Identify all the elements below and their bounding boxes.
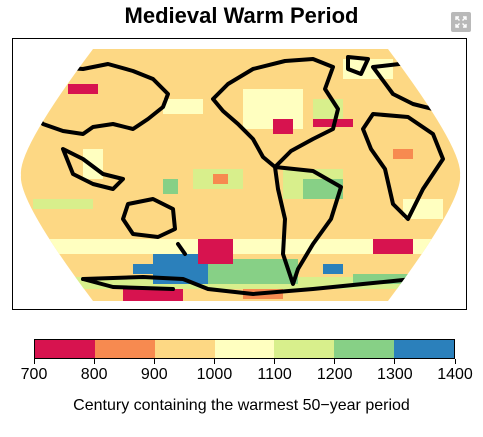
coast-australia <box>121 197 177 239</box>
coast-greenland <box>346 55 370 76</box>
colorbar-bin-1000-1100 <box>214 340 275 358</box>
tick-label-1200: 1200 <box>316 366 353 383</box>
tick-label-1100: 1100 <box>257 366 292 383</box>
coast-se-asia <box>61 147 125 191</box>
tick-label-1000: 1000 <box>196 366 233 383</box>
coast-south-america <box>273 165 343 286</box>
tick-label-1400: 1400 <box>437 366 473 383</box>
tick-mark-1300 <box>394 359 396 364</box>
tick-label-900: 900 <box>140 366 168 383</box>
tick-mark-700 <box>33 359 35 364</box>
colorbar <box>34 339 455 359</box>
colorbar-bin-900-1000 <box>154 340 215 358</box>
colorbar-ticks: 700 800 900 1000 1100 1200 1300 1400 <box>0 366 483 388</box>
tick-mark-1000 <box>213 359 215 364</box>
colorbar-bin-800-900 <box>94 340 155 358</box>
colorbar-bin-1200-1300 <box>334 340 395 358</box>
tick-label-1300: 1300 <box>377 366 413 383</box>
colorbar-bin-1300-1400 <box>394 340 455 358</box>
tick-label-800: 800 <box>80 366 108 383</box>
tick-mark-1200 <box>334 359 336 364</box>
coast-africa <box>361 112 445 221</box>
map-title: Medieval Warm Period <box>124 3 359 28</box>
colorbar-bin-700-800 <box>35 340 95 358</box>
colorbar-bin-1100-1200 <box>274 340 335 358</box>
tick-mark-900 <box>153 359 155 364</box>
tick-mark-1400 <box>454 359 456 364</box>
coast-antarctica <box>81 269 415 296</box>
tick-mark-800 <box>93 359 95 364</box>
coast-new-zealand <box>176 242 187 256</box>
coastlines <box>20 55 460 296</box>
coast-eurasia <box>20 62 170 136</box>
map-panel <box>12 38 467 310</box>
expand-button[interactable] <box>451 12 471 32</box>
world-map <box>20 49 461 301</box>
tick-label-700: 700 <box>20 366 48 383</box>
expand-arrows-icon <box>455 16 467 28</box>
tick-mark-1100 <box>274 359 276 364</box>
colorbar-label: Century containing the warmest 50−year p… <box>73 397 410 414</box>
